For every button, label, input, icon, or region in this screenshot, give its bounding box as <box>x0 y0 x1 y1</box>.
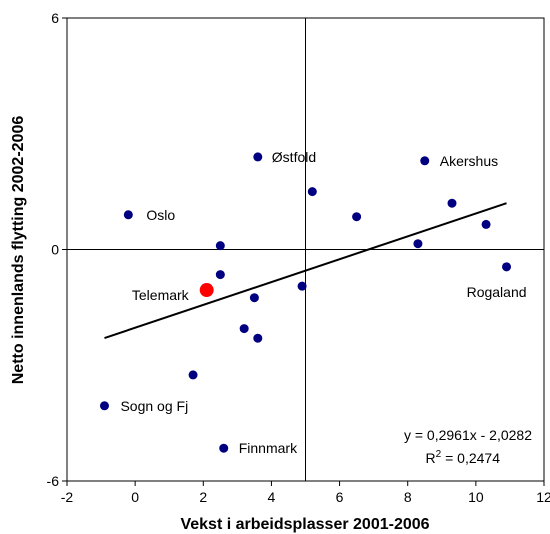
x-tick-label: 6 <box>336 489 344 505</box>
data-point <box>502 262 512 272</box>
x-tick-label: 2 <box>199 489 207 505</box>
y-tick-label: 0 <box>51 242 59 258</box>
trendline <box>104 202 507 339</box>
x-tick-label: 4 <box>268 489 276 505</box>
data-point <box>447 198 457 208</box>
data-point <box>99 401 109 411</box>
y-axis-title: Netto innenlands flytting 2002-2006 <box>10 116 27 385</box>
x-tick-label: 10 <box>468 489 484 505</box>
data-point <box>297 281 307 291</box>
data-point <box>239 324 249 334</box>
x-tick-labels: -2 0 2 4 6 8 10 12 <box>61 481 550 505</box>
data-point <box>215 270 225 280</box>
point-label: Rogaland <box>467 284 527 300</box>
x-tick-label: 0 <box>131 489 139 505</box>
data-point <box>253 333 263 343</box>
x-tick-label: -2 <box>61 489 74 505</box>
data-point <box>188 370 198 380</box>
equation-r-superscript: 2 <box>436 449 442 460</box>
data-point-highlight <box>199 283 214 298</box>
data-point <box>413 239 423 249</box>
point-label: Telemark <box>132 287 190 303</box>
y-tick-labels: -6 0 6 <box>47 10 67 489</box>
x-tick-label: 12 <box>536 489 550 505</box>
equation-r-value: = 0,2474 <box>441 450 500 466</box>
data-point <box>481 219 491 229</box>
point-label: Sogn og Fj <box>120 398 188 414</box>
data-point <box>219 443 229 453</box>
data-point <box>352 212 362 222</box>
data-points <box>99 152 512 453</box>
point-label: Akershus <box>440 153 498 169</box>
data-point <box>420 156 430 166</box>
point-label: Østfold <box>272 149 316 165</box>
x-axis-title: Vekst i arbeidsplasser 2001-2006 <box>180 516 429 533</box>
equation-r: R <box>426 450 436 466</box>
data-point <box>253 152 263 162</box>
data-point <box>307 187 317 197</box>
point-label: Oslo <box>146 207 175 223</box>
equation-line-2: R2 = 0,2474 <box>426 449 501 466</box>
point-labels: Oslo Østfold Akershus Rogaland Telemark Sogn … <box>120 149 526 456</box>
data-point <box>123 210 133 220</box>
data-point <box>215 241 225 251</box>
equation-line-1: y = 0,2961x - 2,0282 <box>404 427 532 443</box>
y-tick-label: 6 <box>51 10 59 26</box>
point-label: Finnmark <box>239 440 298 456</box>
y-tick-label: -6 <box>47 473 60 489</box>
x-tick-label: 8 <box>404 489 412 505</box>
data-point <box>249 293 259 303</box>
